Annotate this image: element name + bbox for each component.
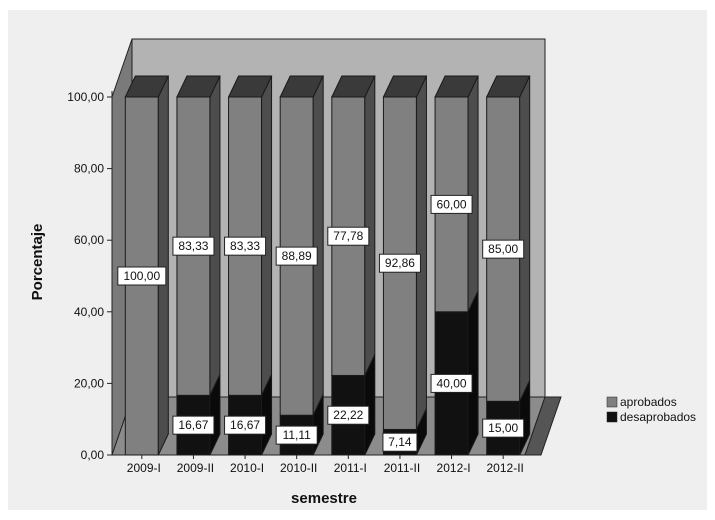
bar-top-2012-I (434, 75, 479, 98)
bar-top-2011-I (331, 75, 376, 98)
data-label-aprobados-box (327, 226, 370, 246)
bar-top-2012-II (485, 75, 531, 98)
data-label-aprobados-box (117, 266, 167, 286)
x-axis-title: semestre (291, 490, 357, 507)
data-label-aprobados: 83,33 (178, 239, 208, 253)
data-label-desaprobados: 16,67 (178, 418, 208, 432)
x-tick-label: 2011-I (334, 461, 367, 475)
data-label-desaprobados: 15,00 (488, 421, 518, 435)
legend-label-aprobados: aprobados (620, 395, 677, 409)
y-tick-label: 80,00 (74, 162, 104, 176)
data-label-desaprobados: 7,14 (388, 435, 412, 449)
data-label-desaprobados-box (382, 432, 418, 452)
data-label-desaprobados-box (275, 425, 318, 445)
bar-side (209, 75, 221, 396)
x-tick-label: 2011-II (384, 461, 420, 475)
bar-aprobados-2012-II (486, 75, 531, 402)
data-label-desaprobados-box (430, 373, 473, 393)
bar-top-2009-I (124, 75, 170, 98)
data-label-desaprobados: 16,67 (230, 418, 260, 432)
legend-label-desaprobados: desaprobados (620, 410, 696, 424)
data-label-desaprobados-box (482, 418, 525, 438)
y-tick-label: 60,00 (74, 233, 104, 247)
bar-side (467, 75, 479, 313)
data-label-aprobados: 60,00 (437, 197, 467, 211)
bar-top-2010-I (227, 75, 273, 98)
bar-side (415, 75, 427, 430)
y-axis: 0,00 20,00 40,00 60,00 80,00 100,00 (67, 90, 113, 462)
data-label-desaprobados: 22,22 (333, 408, 363, 422)
data-label-aprobados: 88,89 (282, 249, 312, 263)
y-tick-label: 0,00 (81, 448, 105, 462)
x-tick-label: 2012-I (437, 461, 471, 475)
bar-aprobados-2010-II (279, 75, 324, 416)
x-axis: 2009-I 2009-II 2010-I 2010-II 2011-I 2011-II 2… (127, 455, 524, 475)
bar-side (519, 75, 531, 402)
data-label-desaprobados-box (224, 415, 267, 435)
x-tick-label: 2012-II (487, 461, 524, 475)
bar-aprobados-2011-I (331, 75, 376, 376)
bar-aprobados-2011-II (382, 75, 427, 430)
data-label-aprobados: 83,33 (230, 239, 260, 253)
data-label-aprobados-box (378, 253, 421, 273)
data-label-aprobados-box (172, 236, 215, 256)
y-tick-label: 100,00 (67, 90, 104, 104)
x-tick-label: 2009-I (127, 461, 161, 475)
data-label-aprobados-box (482, 239, 525, 259)
data-label-aprobados-box (224, 236, 267, 256)
bar-side (467, 290, 479, 456)
legend-swatch-aprobados (606, 396, 618, 408)
bar-desaprobados-2012-I (434, 290, 479, 456)
bar-aprobados-2010-I (228, 75, 273, 396)
bar-side (364, 75, 376, 376)
x-tick-label: 2009-II (177, 461, 214, 475)
x-tick-label: 2010-II (280, 461, 317, 475)
data-label-aprobados-box (275, 246, 318, 266)
data-label-aprobados: 92,86 (385, 256, 415, 270)
x-tick-label: 2010-I (230, 461, 264, 475)
bar-aprobados-2009-II (176, 75, 221, 396)
data-label-aprobados: 85,00 (488, 242, 518, 256)
bar-top-2011-II (382, 75, 428, 98)
data-label-aprobados: 100,00 (123, 269, 160, 283)
data-label-desaprobados: 40,00 (437, 376, 467, 390)
data-label-desaprobados-box (172, 415, 215, 435)
bar-aprobados-2009-I (124, 75, 169, 456)
data-label-aprobados: 77,78 (333, 229, 363, 243)
y-axis-title: Porcentaje (29, 224, 46, 301)
bar-aprobados-2012-I (434, 75, 479, 313)
data-label-aprobados-box (430, 194, 473, 214)
data-label-desaprobados-box (327, 405, 370, 425)
bar-top-2009-II (176, 75, 221, 98)
legend-swatch-desaprobados (606, 411, 618, 423)
bar-side (312, 75, 324, 416)
y-tick-label: 20,00 (74, 376, 104, 390)
bar-side (261, 75, 273, 396)
data-labels: 100,00 16,67 83,33 16,67 83,33 11,11 88,89 22,2… (117, 194, 525, 452)
data-label-desaprobados: 11,11 (283, 428, 312, 442)
y-tick-label: 40,00 (74, 305, 104, 319)
bar-top-2010-II (279, 75, 324, 98)
bar-side (157, 75, 169, 456)
